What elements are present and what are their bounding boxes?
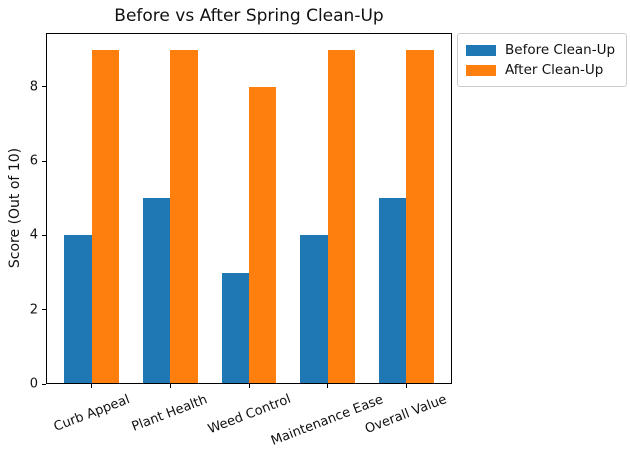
- bar-before-clean-up-weed-control: [221, 272, 249, 384]
- bar-before-clean-up-overall-value: [378, 198, 407, 384]
- x-tick-mark: [169, 384, 171, 388]
- bar-before-clean-up-curb-appeal: [64, 235, 92, 384]
- chart-title: Before vs After Spring Clean-Up: [114, 6, 384, 26]
- bar-after-clean-up-plant-health: [170, 49, 198, 384]
- x-tick-label-curb-appeal: Curb Appeal: [51, 391, 132, 435]
- y-tick-label: 4: [29, 227, 38, 243]
- y-tick-mark: [42, 86, 46, 88]
- legend-label: Before Clean-Up: [505, 42, 616, 58]
- y-tick-mark: [42, 234, 46, 236]
- x-tick-mark: [405, 384, 407, 388]
- legend: Before Clean-Up After Clean-Up: [457, 33, 627, 87]
- y-tick-mark: [42, 309, 46, 311]
- y-tick-label: 8: [29, 79, 38, 95]
- x-tick-mark: [327, 384, 329, 388]
- y-tick-mark: [42, 160, 46, 162]
- bar-after-clean-up-weed-control: [249, 86, 277, 384]
- legend-row-after-clean-up: After Clean-Up: [466, 60, 618, 80]
- bar-before-clean-up-plant-health: [142, 198, 171, 384]
- x-tick-label-plant-health: Plant Health: [130, 392, 210, 435]
- bar-before-clean-up-maintenance-ease: [300, 235, 328, 384]
- bar-after-clean-up-maintenance-ease: [327, 49, 355, 384]
- legend-label: After Clean-Up: [505, 62, 604, 78]
- y-tick-label: 2: [29, 302, 38, 318]
- bar-after-clean-up-overall-value: [406, 49, 434, 384]
- y-tick-label: 0: [29, 376, 38, 392]
- x-tick-mark: [91, 384, 93, 388]
- y-tick-label: 6: [29, 153, 38, 169]
- bar-after-clean-up-curb-appeal: [91, 49, 120, 384]
- legend-row-before-clean-up: Before Clean-Up: [466, 40, 618, 60]
- legend-swatch-icon: [466, 44, 496, 56]
- x-tick-mark: [248, 384, 250, 388]
- legend-swatch-icon: [466, 64, 496, 76]
- legend-items: Before Clean-Up After Clean-Up: [466, 40, 618, 80]
- y-tick-mark: [42, 383, 46, 385]
